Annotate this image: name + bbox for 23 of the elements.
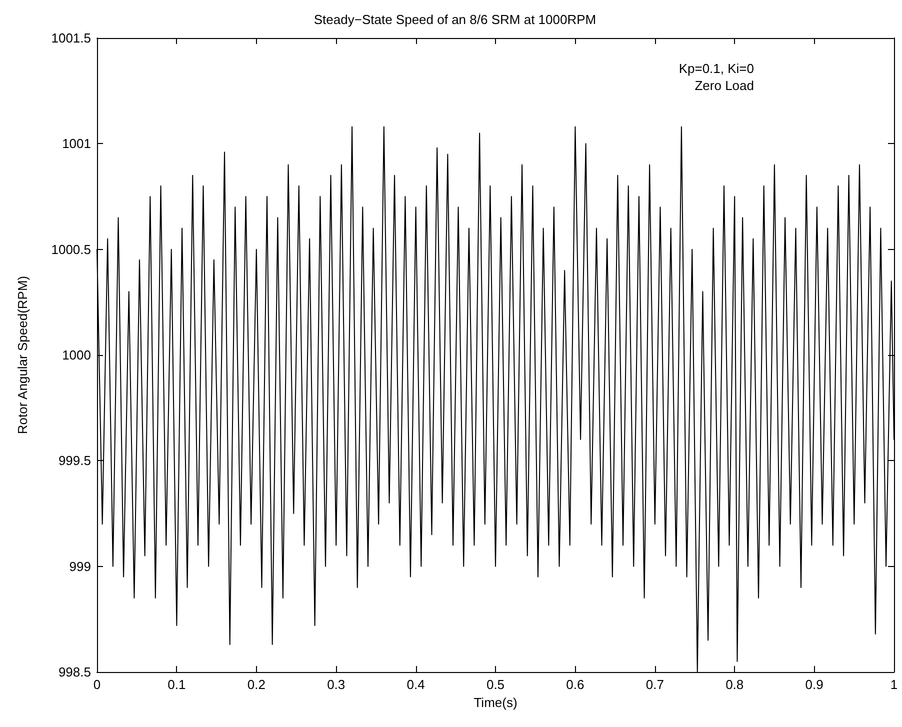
y-tick-label: 999 — [69, 558, 91, 574]
x-tick-label: 0.2 — [247, 677, 266, 692]
x-tick-label: 0.7 — [646, 677, 664, 692]
x-tick-label: 0.5 — [486, 677, 505, 692]
y-axis-title: Rotor Angular Speed(RPM) — [15, 276, 30, 434]
chart-title: Steady−State Speed of an 8/6 SRM at 1000RPM — [314, 12, 596, 27]
x-tick-label: 0 — [93, 677, 101, 692]
x-axis-title: Time(s) — [474, 694, 518, 710]
y-tick-label: 1000.5 — [51, 242, 91, 257]
y-tick-label: 1001 — [62, 136, 91, 152]
x-tick-label: 1 — [890, 677, 898, 692]
y-tick-label: 1001.5 — [51, 30, 91, 46]
y-tick-label: 1000 — [62, 348, 91, 362]
x-tick-label: 0.9 — [805, 677, 824, 692]
y-tick-label: 998.5 — [58, 664, 91, 680]
x-tick-label: 0.1 — [168, 677, 186, 692]
annotation: Kp=0.1, Ki=0 — [678, 61, 754, 76]
y-tick-label: 999.5 — [58, 453, 91, 468]
annotation: Zero Load — [694, 78, 754, 93]
x-tick-label: 0.6 — [566, 677, 584, 692]
x-tick-label: 0.3 — [327, 677, 346, 692]
x-tick-label: 0.8 — [726, 677, 744, 692]
x-tick-label: 0.4 — [406, 677, 425, 692]
